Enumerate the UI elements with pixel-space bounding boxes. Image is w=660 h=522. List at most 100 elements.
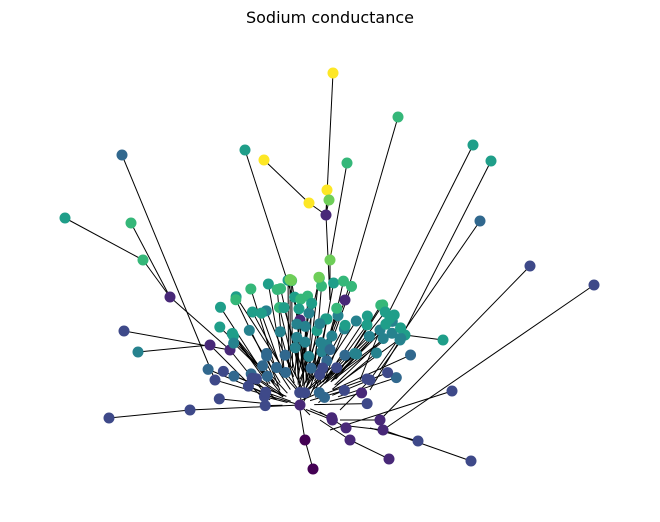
- node: [258, 154, 270, 166]
- node: [299, 387, 311, 399]
- node: [395, 322, 407, 334]
- node: [307, 463, 319, 475]
- node: [261, 370, 273, 382]
- edges: [64, 72, 595, 470]
- node: [204, 339, 216, 351]
- node: [338, 384, 350, 396]
- node: [344, 434, 356, 446]
- edge: [329, 162, 348, 261]
- edge: [278, 307, 297, 376]
- node: [340, 422, 352, 434]
- node: [209, 374, 221, 386]
- node: [116, 149, 128, 161]
- node: [339, 349, 351, 361]
- node: [299, 336, 311, 348]
- node: [202, 363, 214, 375]
- node: [392, 111, 404, 123]
- node: [346, 280, 358, 292]
- edge: [379, 144, 474, 331]
- edge: [294, 347, 301, 388]
- node: [361, 373, 373, 385]
- node: [485, 155, 497, 167]
- node: [324, 254, 336, 266]
- node: [228, 370, 240, 382]
- node: [337, 275, 349, 287]
- node: [137, 254, 149, 266]
- node: [59, 212, 71, 224]
- node: [326, 330, 338, 342]
- node: [257, 360, 269, 372]
- node: [446, 385, 458, 397]
- node: [303, 307, 315, 319]
- node: [295, 293, 307, 305]
- node: [217, 365, 229, 377]
- node: [317, 362, 329, 374]
- node: [361, 319, 373, 331]
- node: [412, 435, 424, 447]
- nodes: [59, 67, 600, 475]
- node: [214, 301, 226, 313]
- node: [259, 400, 271, 412]
- node: [383, 453, 395, 465]
- node: [320, 209, 332, 221]
- node: [246, 306, 258, 318]
- node: [291, 331, 303, 343]
- node: [339, 319, 351, 331]
- edge: [262, 365, 288, 394]
- edge: [207, 368, 269, 395]
- edge: [334, 338, 384, 386]
- node: [313, 271, 325, 283]
- node: [377, 332, 389, 344]
- node: [323, 194, 335, 206]
- node: [271, 284, 283, 296]
- node: [588, 279, 600, 291]
- edge: [382, 284, 595, 431]
- node: [315, 337, 327, 349]
- node: [524, 260, 536, 272]
- node: [306, 297, 318, 309]
- edge: [121, 154, 216, 381]
- node: [328, 277, 340, 289]
- node: [341, 157, 353, 169]
- node: [370, 347, 382, 359]
- node: [289, 342, 301, 354]
- edge: [369, 220, 481, 381]
- node: [326, 412, 338, 424]
- edge: [263, 159, 310, 204]
- edge: [349, 439, 390, 460]
- chart-title: Sodium conductance: [246, 8, 414, 27]
- node: [274, 326, 286, 338]
- edge: [336, 337, 402, 386]
- node: [467, 139, 479, 151]
- node: [261, 350, 273, 362]
- node: [405, 349, 417, 361]
- node: [316, 280, 328, 292]
- node: [278, 302, 290, 314]
- edge: [332, 354, 411, 391]
- node: [382, 367, 394, 379]
- node: [465, 455, 477, 467]
- node: [361, 398, 373, 410]
- node: [239, 144, 251, 156]
- node: [230, 294, 242, 306]
- edge: [233, 375, 287, 397]
- node: [294, 399, 306, 411]
- node: [271, 362, 283, 374]
- node: [395, 332, 407, 344]
- node: [321, 184, 333, 196]
- node: [313, 387, 325, 399]
- edge: [235, 296, 287, 373]
- edge: [108, 409, 191, 419]
- node: [103, 412, 115, 424]
- node: [331, 302, 343, 314]
- node: [132, 346, 144, 358]
- node: [356, 387, 368, 399]
- node: [363, 330, 375, 342]
- edge: [319, 419, 351, 441]
- node: [164, 291, 176, 303]
- edge: [344, 116, 399, 301]
- edge: [302, 342, 306, 387]
- node: [279, 349, 291, 361]
- edge: [314, 403, 368, 406]
- node: [213, 393, 225, 405]
